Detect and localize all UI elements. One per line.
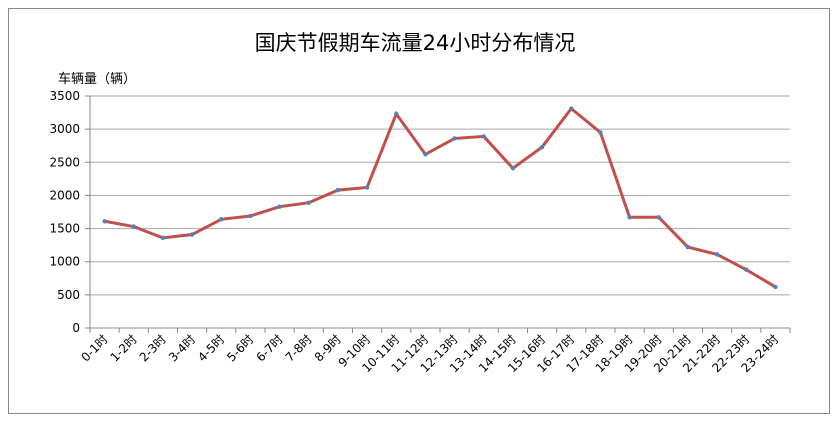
y-tick-label: 3000: [49, 122, 80, 136]
y-axis-label: 车辆量（辆）: [58, 71, 136, 87]
data-point: [335, 187, 341, 193]
y-tick-label: 2000: [49, 188, 80, 202]
y-tick-label: 0: [72, 321, 80, 335]
data-point: [773, 284, 778, 290]
data-point: [423, 152, 428, 157]
data-point: [452, 136, 457, 141]
data-point: [306, 200, 311, 205]
data-point: [131, 224, 136, 229]
data-point: [248, 213, 253, 219]
data-line: [104, 106, 777, 289]
data-point: [744, 267, 749, 272]
data-point: [714, 252, 720, 257]
data-point: [569, 106, 574, 111]
chart-title: 国庆节假期车流量24小时分布情况: [255, 31, 576, 55]
data-point: [394, 111, 399, 117]
y-tick-label: 3500: [49, 89, 80, 103]
data-point: [189, 232, 195, 237]
y-tick-label: 1500: [49, 222, 80, 236]
y-tick-label: 1000: [49, 255, 80, 269]
data-point: [481, 134, 486, 139]
data-point: [627, 215, 632, 220]
data-point: [685, 244, 691, 250]
y-tick-label: 2500: [49, 155, 80, 169]
data-point: [539, 144, 545, 150]
data-point: [160, 235, 166, 241]
data-point: [102, 219, 107, 224]
chart-border: [8, 8, 830, 414]
data-point: [510, 166, 516, 171]
data-point: [219, 217, 224, 222]
y-tick-label: 500: [57, 288, 80, 302]
data-point: [364, 185, 370, 190]
data-point: [277, 204, 282, 209]
data-point: [656, 215, 661, 220]
data-point: [598, 130, 603, 135]
